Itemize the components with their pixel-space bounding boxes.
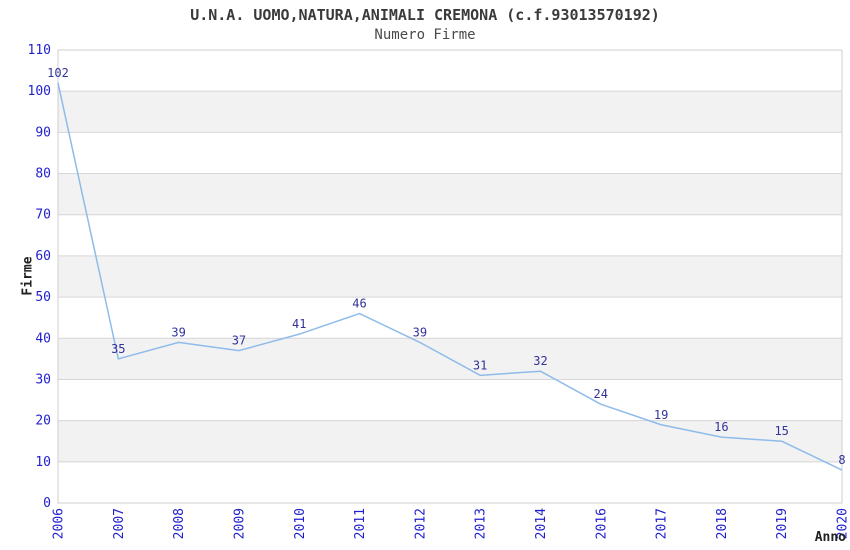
point-label: 35 (111, 342, 125, 356)
point-label: 16 (714, 420, 728, 434)
point-label: 39 (413, 325, 427, 339)
point-label: 102 (47, 66, 69, 80)
chart-subtitle: Numero Firme (374, 27, 476, 43)
x-tick-label: 2006 (52, 508, 67, 539)
point-label: 8 (838, 453, 845, 467)
x-tick-label: 2010 (293, 508, 308, 539)
y-tick-label: 80 (35, 167, 51, 182)
band-layer (58, 91, 842, 462)
y-tick-label: 30 (35, 372, 51, 387)
y-tick-label: 70 (35, 208, 51, 223)
point-label: 19 (654, 408, 668, 422)
chart-title: U.N.A. UOMO,NATURA,ANIMALI CREMONA (c.f.… (190, 6, 660, 24)
grid-layer (57, 49, 843, 504)
x-tick-label: 2019 (775, 508, 790, 539)
x-tick-label: 2016 (594, 508, 609, 539)
plot-band (58, 91, 842, 133)
y-tick-label: 10 (35, 455, 51, 470)
y-tick-label: 60 (35, 249, 51, 264)
point-label: 41 (292, 317, 306, 331)
point-label: 15 (774, 424, 788, 438)
x-tick-label: 2007 (112, 508, 127, 539)
point-label: 39 (171, 325, 185, 339)
y-tick-label: 0 (43, 496, 51, 511)
plot-band (58, 173, 842, 215)
y-tick-label: 90 (35, 125, 51, 140)
y-tick-label: 50 (35, 290, 51, 305)
x-tick-label: 2020 (836, 508, 850, 539)
x-tick-label: 2013 (474, 508, 489, 539)
x-tick-label: 2009 (232, 508, 247, 539)
point-label: 24 (594, 387, 608, 401)
point-label: 31 (473, 358, 487, 372)
y-tick-label: 40 (35, 331, 51, 346)
y-axis-title: Firme (21, 256, 36, 295)
point-label: 46 (352, 297, 366, 311)
x-tick-label: 2011 (353, 508, 368, 539)
plot-band (58, 255, 842, 298)
y-tick-label: 100 (28, 84, 51, 99)
plot-border (57, 49, 843, 504)
x-tick-label: 2017 (655, 508, 670, 539)
label-layer: 0 10 20 30 40 50 60 70 80 90 100 110 2006 2007 2008 200… (28, 43, 850, 539)
y-tick-label: 110 (28, 43, 51, 58)
plot-band (58, 420, 842, 462)
series-layer (57, 82, 843, 471)
y-tick-label: 20 (35, 414, 51, 429)
x-tick-label: 2008 (172, 508, 187, 539)
x-tick-label: 2012 (413, 508, 428, 539)
series-line (57, 82, 843, 471)
x-tick-label: 2018 (715, 508, 730, 539)
x-tick-label: 2014 (534, 508, 549, 539)
point-label: 37 (232, 334, 246, 348)
point-label: 32 (533, 354, 547, 368)
x-axis-title: Anno (815, 530, 846, 545)
